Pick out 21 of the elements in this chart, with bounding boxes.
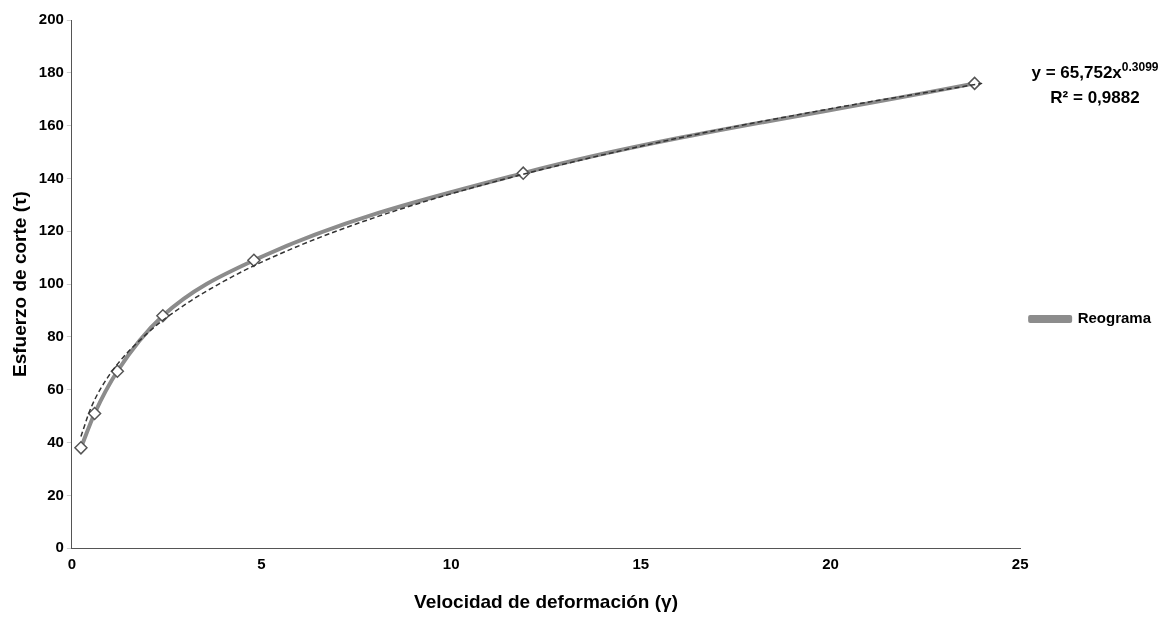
y-tick-label: 120 [38, 221, 64, 239]
x-tick-label: 25 [1011, 555, 1029, 573]
x-tick-label: 10 [442, 555, 460, 573]
y-tick-label: 60 [47, 379, 64, 397]
y-tick-label: 160 [38, 115, 64, 133]
x-tick-label: 0 [67, 555, 76, 573]
y-tick-label: 140 [38, 168, 64, 186]
x-tick-label: 5 [257, 555, 266, 573]
text: R² = 0,9882 [1050, 88, 1140, 107]
y-tick-label: 180 [38, 62, 64, 80]
y-tick-label: 200 [38, 10, 64, 28]
legend-label: Reograma [1077, 309, 1152, 327]
x-axis-title: Velocidad de deformación (γ) [414, 590, 678, 612]
y-tick-label: 80 [47, 327, 64, 345]
x-tick-label: 15 [632, 555, 650, 573]
y-tick-label: 0 [55, 538, 64, 556]
x-tick-label: 20 [822, 555, 839, 573]
y-tick-label: 40 [47, 432, 64, 450]
y-tick-label: 20 [47, 485, 64, 503]
y-tick-label: 100 [38, 274, 64, 292]
y-axis-title: Esfuerzo de corte (τ) [8, 191, 30, 378]
